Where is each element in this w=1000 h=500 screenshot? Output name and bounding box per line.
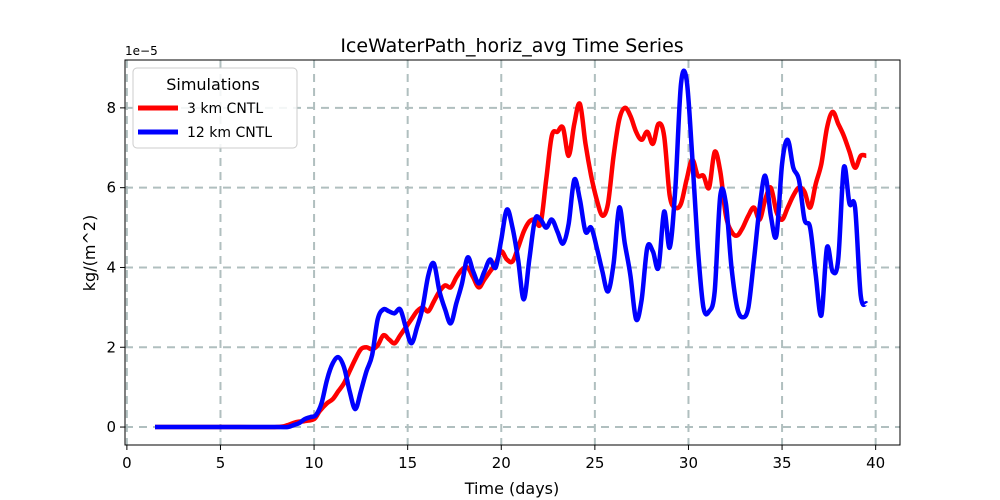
- x-tick-label: 20: [492, 454, 511, 472]
- x-tick-label: 30: [679, 454, 698, 472]
- y-tick-label: 2: [106, 338, 116, 356]
- x-tick-label: 15: [398, 454, 417, 472]
- x-tick-label: 5: [216, 454, 226, 472]
- y-tick-label: 8: [106, 99, 116, 117]
- x-tick-label: 25: [585, 454, 604, 472]
- legend-label-3km: 3 km CNTL: [187, 101, 263, 117]
- y-axis-label: kg/(m^2): [80, 215, 99, 291]
- x-tick-label: 35: [773, 454, 792, 472]
- plot-frame: [124, 59, 901, 446]
- y-tick-label: 4: [106, 258, 116, 276]
- series-line-12km-cntl: [155, 68, 869, 430]
- chart-title: IceWaterPath_horiz_avg Time Series: [340, 35, 683, 57]
- y-offset-label: 1e−5: [125, 44, 158, 58]
- y-tick-label: 6: [106, 179, 116, 197]
- x-axis-label: Time (days): [464, 479, 560, 498]
- x-tick-label: 10: [305, 454, 324, 472]
- legend-box: [132, 67, 298, 149]
- x-tick-label: 0: [122, 454, 132, 472]
- x-tick-label: 40: [866, 454, 885, 472]
- y-tick-label: 0: [106, 418, 116, 436]
- legend: Simulations 3 km CNTL 12 km CNTL: [132, 67, 298, 149]
- series-lines: [155, 68, 869, 430]
- legend-label-12km: 12 km CNTL: [187, 125, 272, 141]
- legend-title: Simulations: [166, 75, 260, 94]
- axis-ticks: 0 5 10 15 20 25 30 35 40 0 2 4 6 8: [106, 99, 885, 472]
